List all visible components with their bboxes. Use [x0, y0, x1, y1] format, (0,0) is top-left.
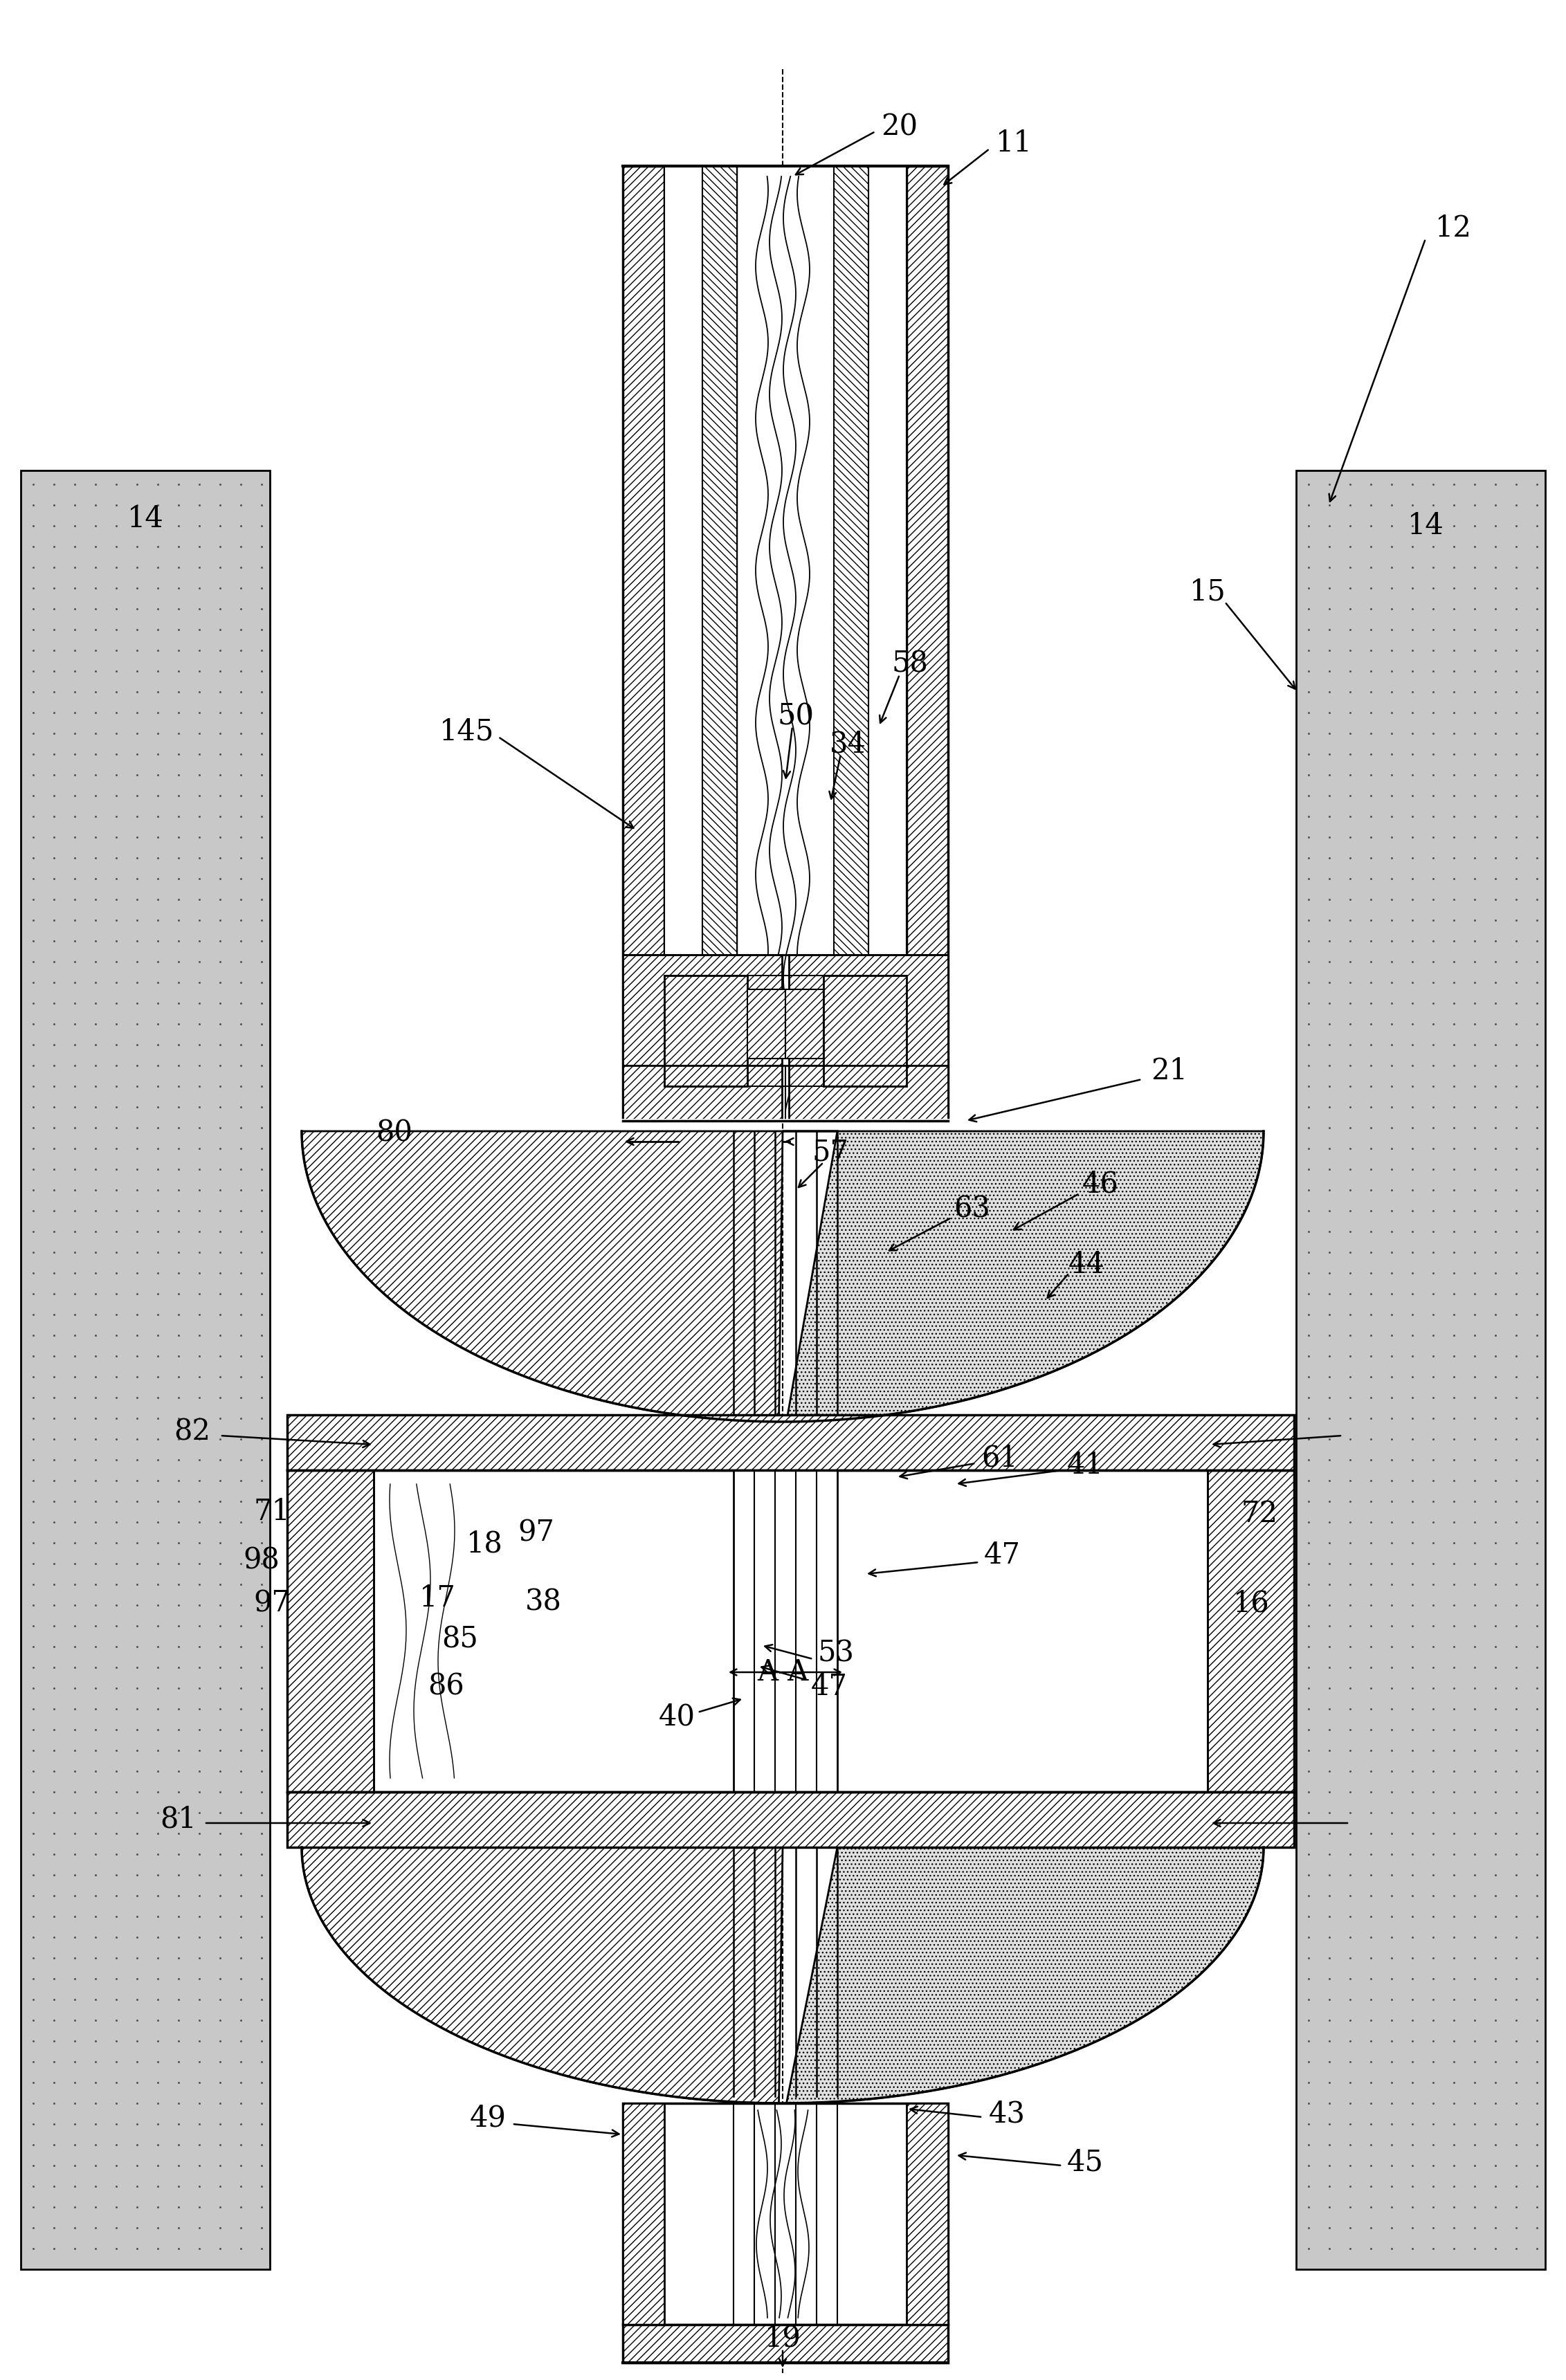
Text: 17: 17	[420, 1583, 456, 1614]
Text: 44: 44	[1068, 1250, 1104, 1280]
Text: 50: 50	[777, 702, 814, 731]
Text: 81: 81	[160, 1804, 197, 1835]
Bar	[374, 1471, 733, 1792]
Bar	[703, 167, 738, 1121]
Text: 82: 82	[174, 1418, 211, 1447]
Text: 16: 16	[1232, 1590, 1270, 1618]
Text: 14: 14	[1408, 512, 1444, 540]
Bar	[747, 990, 786, 1059]
Text: 19: 19	[764, 2323, 800, 2354]
Bar	[838, 1471, 1207, 1792]
Bar	[738, 167, 833, 1121]
Text: 49: 49	[470, 2104, 506, 2132]
Bar	[664, 976, 747, 1085]
Text: 58: 58	[891, 650, 929, 678]
Text: 46: 46	[1082, 1171, 1118, 1200]
Text: 11: 11	[996, 129, 1032, 157]
Text: 12: 12	[1434, 214, 1472, 243]
Polygon shape	[302, 1847, 783, 2104]
Polygon shape	[783, 1130, 1264, 1421]
Text: 85: 85	[442, 1626, 479, 1654]
Text: 63: 63	[954, 1195, 991, 1223]
Text: 71: 71	[254, 1497, 290, 1526]
Text: 45: 45	[1066, 2147, 1104, 2178]
Bar	[869, 167, 907, 1121]
Text: 97: 97	[518, 1518, 554, 1547]
Text: 21: 21	[1151, 1057, 1189, 1085]
Bar	[907, 2104, 947, 2325]
Text: 41: 41	[1066, 1452, 1104, 1480]
Bar	[287, 1792, 1294, 1847]
Bar	[287, 1414, 1294, 1471]
Text: 18: 18	[467, 1530, 503, 1559]
Text: 86: 86	[428, 1673, 465, 1702]
Text: 80: 80	[376, 1119, 413, 1147]
Text: 43: 43	[988, 2099, 1026, 2128]
Bar	[664, 167, 703, 1121]
Bar	[623, 2104, 947, 2325]
Bar	[733, 1471, 838, 1792]
Text: 72: 72	[1242, 1499, 1278, 1528]
Text: 53: 53	[817, 1640, 855, 1668]
Bar	[623, 167, 664, 1121]
Text: 40: 40	[658, 1702, 695, 1733]
Bar	[1297, 471, 1546, 2268]
Text: 97: 97	[254, 1590, 290, 1618]
Text: 47: 47	[983, 1540, 1021, 1571]
Text: 61: 61	[982, 1445, 1018, 1473]
Text: 57: 57	[813, 1138, 849, 1166]
Bar	[824, 976, 907, 1085]
Text: 98: 98	[243, 1545, 280, 1576]
Text: A-A: A-A	[756, 1659, 808, 1687]
Bar	[623, 2325, 947, 2363]
Bar	[623, 954, 781, 1121]
Bar	[833, 167, 869, 1121]
Text: 145: 145	[440, 716, 495, 747]
Text: 14: 14	[127, 505, 163, 533]
Polygon shape	[302, 1130, 783, 1421]
Polygon shape	[783, 1847, 1264, 2104]
Bar	[623, 2104, 664, 2325]
Text: 15: 15	[1189, 576, 1226, 607]
Bar	[20, 471, 269, 2268]
Bar	[789, 954, 947, 1121]
Text: 38: 38	[525, 1587, 562, 1616]
Bar	[786, 990, 824, 1059]
Bar	[907, 167, 947, 1121]
Bar	[1207, 1471, 1294, 1792]
Text: 20: 20	[882, 112, 918, 140]
Bar	[287, 1471, 374, 1792]
Text: 34: 34	[830, 728, 866, 759]
Text: 47: 47	[811, 1673, 847, 1702]
